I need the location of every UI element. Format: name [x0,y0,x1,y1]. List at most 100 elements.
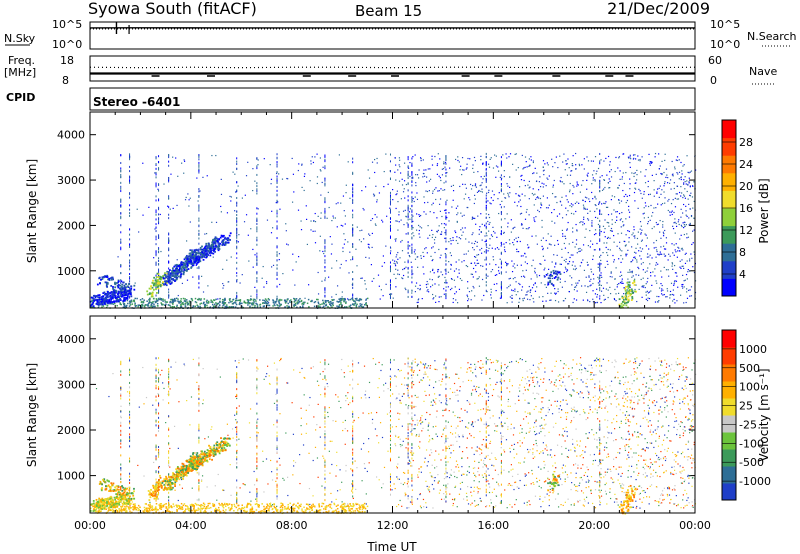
power-echo [425,190,427,192]
power-echo [181,282,184,285]
power-echo [120,292,123,295]
power-echo [532,160,535,162]
power-echo [394,260,396,262]
power-echo [485,180,487,183]
power-echo [472,285,474,288]
power-echo [165,301,168,303]
power-echo [664,153,666,155]
vel-echo [671,466,673,468]
power-echo [115,296,117,299]
power-echo [412,273,414,275]
power-echo [396,220,398,222]
power-echo [407,207,409,210]
power-echo [628,285,631,288]
power-echo [331,243,333,245]
power-echo [426,280,428,283]
power-echo [276,304,278,306]
power-echo [120,200,122,203]
power-echo [210,244,213,246]
power-echo [526,294,528,296]
power-echo [100,296,103,299]
power-echo [173,300,175,302]
power-echo [397,258,399,260]
power-echo [457,156,459,158]
power-echo [356,303,358,306]
power-echo [550,235,552,237]
power-echo [343,299,346,301]
power-echo [618,184,620,187]
power-echo [617,233,619,235]
power-echo [389,287,391,290]
power-echo [511,294,513,297]
power-echo [569,256,571,259]
power-echo [106,282,109,284]
power-echo [189,249,192,252]
power-echo [419,226,421,228]
power-echo [652,211,654,214]
power-echo [628,216,631,218]
power-echo [178,265,181,267]
power-echo [633,175,635,178]
power-echo [352,157,354,160]
power-echo [339,267,341,269]
power-echo [635,182,637,184]
power-echo [371,217,374,220]
power-echo [180,261,183,263]
vel-echo [427,365,430,367]
power-echo [401,239,403,242]
power-echo [653,180,655,182]
power-echo [348,299,350,301]
power-echo [126,304,128,307]
power-echo [168,177,170,180]
power-echo [599,262,601,265]
power-echo [582,299,584,301]
power-echo [104,301,107,304]
power-echo [692,185,694,187]
power-echo [153,303,155,306]
power-echo [445,155,447,158]
power-echo [407,173,409,176]
power-echo [583,158,585,160]
power-echo [676,193,678,195]
power-echo [371,246,373,249]
power-echo [420,160,422,162]
power-echo [336,305,338,307]
power-echo [276,253,278,256]
power-echo [395,220,397,222]
power-echo [222,234,225,237]
power-echo [689,194,691,197]
power-echo [380,289,382,291]
power-echo [236,296,238,299]
power-echo [156,282,159,285]
power-echo [593,233,596,236]
power-ytick-label: 3000 [57,174,85,187]
power-echo [97,294,100,297]
power-echo [554,266,556,268]
power-echo [475,264,477,267]
power-echo [160,298,163,300]
power-echo [175,278,178,281]
power-echo [122,300,125,302]
power-echo [630,158,632,160]
power-echo [536,276,538,278]
noise-panel: N.Sky 10^5 10^0 10^5 10^0 N.Search [4,18,797,51]
power-echo [252,248,254,251]
power-echo [159,285,162,288]
power-echo [592,255,595,257]
power-echo [389,198,391,201]
power-echo [445,270,447,273]
power-echo [236,202,238,205]
power-echo [176,273,179,275]
power-echo [429,278,431,280]
power-echo [355,305,358,308]
power-echo [286,177,288,180]
power-echo [572,227,574,229]
power-echo [677,173,679,175]
power-echo [348,305,351,308]
power-echo [116,298,119,300]
vel-echo [627,420,630,422]
power-echo [445,180,447,183]
power-echo [583,206,585,208]
vel-echo [143,403,145,405]
power-echo [683,221,686,223]
